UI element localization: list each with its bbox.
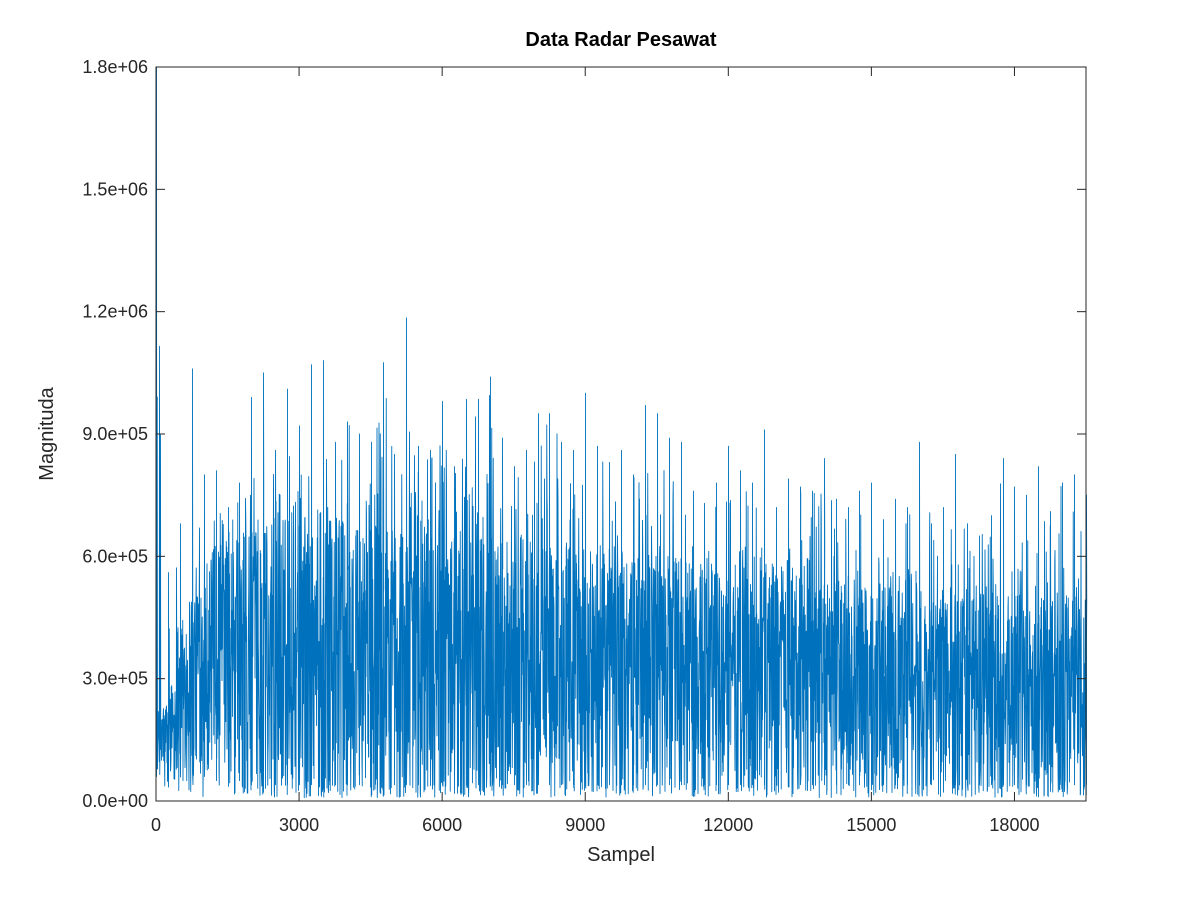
y-tick-label: 1.5e+06 bbox=[82, 179, 148, 199]
x-tick-label: 9000 bbox=[565, 815, 605, 835]
y-axis: 0.0e+00 3.0e+05 6.0e+05 9.0e+05 1.2e+06 1.5e+… bbox=[82, 57, 1086, 811]
x-axis: 0 3000 6000 9000 12000 15000 18000 bbox=[151, 67, 1039, 835]
chart-title: Data Radar Pesawat bbox=[525, 29, 717, 51]
series-line bbox=[155, 66, 1088, 799]
x-tick-label: 0 bbox=[151, 815, 161, 835]
y-tick-label: 0.0e+00 bbox=[82, 791, 148, 811]
y-tick-label: 6.0e+05 bbox=[82, 546, 148, 566]
x-tick-label: 12000 bbox=[703, 815, 753, 835]
x-tick-label: 18000 bbox=[989, 815, 1039, 835]
y-tick-label: 9.0e+05 bbox=[82, 424, 148, 444]
series-layer bbox=[155, 66, 1088, 799]
x-axis-label: Sampel bbox=[587, 844, 655, 866]
x-tick-label: 3000 bbox=[279, 815, 319, 835]
y-axis-label: Magnituda bbox=[36, 386, 58, 480]
y-tick-label: 1.8e+06 bbox=[82, 57, 148, 77]
x-tick-label: 6000 bbox=[422, 815, 462, 835]
x-tick-label: 15000 bbox=[846, 815, 896, 835]
y-tick-label: 1.2e+06 bbox=[82, 302, 148, 322]
y-tick-label: 3.0e+05 bbox=[82, 669, 148, 689]
